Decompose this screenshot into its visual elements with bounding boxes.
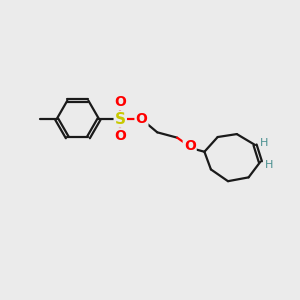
Text: O: O <box>114 95 126 109</box>
Text: S: S <box>115 112 126 127</box>
Text: O: O <box>114 129 126 143</box>
Text: O: O <box>136 112 147 126</box>
Text: O: O <box>184 140 196 153</box>
Text: H: H <box>265 160 273 170</box>
Text: H: H <box>260 138 268 148</box>
